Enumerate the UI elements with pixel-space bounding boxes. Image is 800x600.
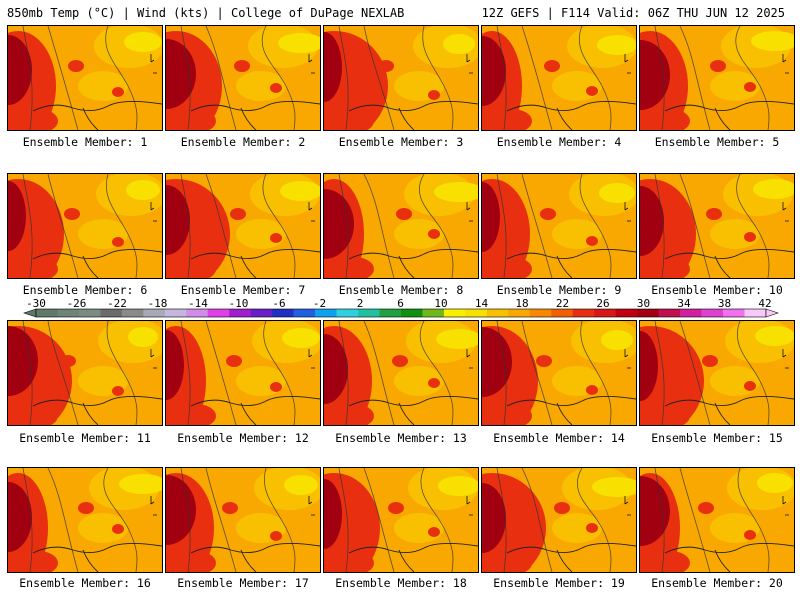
colorbar-tick-label: 6 — [397, 297, 404, 310]
colorbar-bar — [23, 308, 779, 318]
colorbar-swatch — [701, 309, 724, 317]
colorbar-swatch — [293, 309, 316, 317]
colorbar-swatch — [508, 309, 531, 317]
ensemble-member-map — [639, 320, 795, 426]
colorbar-tick-label: -10 — [228, 297, 249, 310]
ensemble-member-map — [639, 467, 795, 573]
colorbar-swatch — [443, 309, 466, 317]
ensemble-member-label: Ensemble Member: 1 — [22, 135, 148, 149]
ensemble-member-map — [639, 173, 795, 279]
ensemble-member-map — [165, 25, 321, 131]
ensemble-member-label: Ensemble Member: 13 — [335, 431, 467, 445]
ensemble-member-label: Ensemble Member: 17 — [177, 576, 309, 590]
colorbar-swatch — [358, 309, 380, 317]
colorbar-tick-label: -2 — [312, 297, 327, 310]
colorbar-tick-label: 38 — [717, 297, 732, 310]
ensemble-member-label: Ensemble Member: 4 — [496, 135, 622, 149]
ensemble-member-map — [481, 25, 637, 131]
ensemble-member-map — [323, 320, 479, 426]
colorbar-tick-label: -26 — [66, 297, 87, 310]
colorbar-swatch — [529, 309, 552, 317]
colorbar-tick-label: -30 — [26, 297, 46, 310]
colorbar-swatch — [379, 309, 402, 317]
ensemble-member-label: Ensemble Member: 9 — [496, 283, 622, 297]
colorbar-swatch — [186, 309, 209, 317]
colorbar-swatch — [680, 309, 702, 317]
colorbar-swatch — [551, 309, 574, 317]
colorbar-tick-label: -14 — [188, 297, 208, 310]
temperature-colorbar: -30 -26 -22 -18 -14 -10 -6 -2 2 6 10 14 18 22 26 30 34 38… — [0, 297, 800, 321]
colorbar-right-arrow — [765, 308, 779, 318]
ensemble-member-label: Ensemble Member: 8 — [338, 283, 464, 297]
colorbar-swatch — [143, 309, 166, 317]
ensemble-member-map — [7, 25, 163, 131]
ensemble-member-map — [7, 320, 163, 426]
ensemble-member-map — [481, 467, 637, 573]
ensemble-member-label: Ensemble Member: 7 — [180, 283, 306, 297]
colorbar-swatch — [594, 309, 617, 317]
colorbar-swatch — [121, 309, 144, 317]
ensemble-member-label: Ensemble Member: 12 — [177, 431, 309, 445]
colorbar-tick-label: 30 — [636, 297, 651, 310]
colorbar-left-arrow — [23, 308, 37, 318]
header-title: 850mb Temp (°C) | Wind (kts) | College o… — [7, 6, 405, 20]
ensemble-member-map — [165, 320, 321, 426]
colorbar-swatch — [229, 309, 252, 317]
colorbar-tick-label: -18 — [147, 297, 168, 310]
ensemble-member-label: Ensemble Member: 10 — [651, 283, 783, 297]
colorbar-tick-label: -6 — [272, 297, 286, 310]
ensemble-member-label: Ensemble Member: 5 — [654, 135, 780, 149]
ensemble-member-map — [323, 467, 479, 573]
colorbar-swatch — [637, 309, 659, 317]
ensemble-member-label: Ensemble Member: 3 — [338, 135, 464, 149]
ensemble-member-map — [323, 173, 479, 279]
colorbar-swatch — [572, 309, 595, 317]
colorbar-swatch — [744, 309, 767, 317]
colorbar-swatch — [336, 309, 359, 317]
ensemble-member-label: Ensemble Member: 16 — [19, 576, 151, 590]
ensemble-member-map — [639, 25, 795, 131]
colorbar-tick-label: 18 — [515, 297, 529, 310]
colorbar-swatch — [164, 309, 187, 317]
ensemble-member-label: Ensemble Member: 19 — [493, 576, 625, 590]
ensemble-member-map — [7, 173, 163, 279]
colorbar-tick-label: 2 — [356, 297, 364, 310]
colorbar-swatch — [100, 309, 123, 317]
ensemble-member-map — [165, 467, 321, 573]
colorbar-swatch — [250, 309, 273, 317]
ensemble-member-label: Ensemble Member: 14 — [493, 431, 625, 445]
colorbar-swatch — [615, 309, 638, 317]
ensemble-member-map — [481, 173, 637, 279]
ensemble-member-map — [481, 320, 637, 426]
colorbar-tick-label: -22 — [107, 297, 127, 310]
colorbar-swatch — [465, 309, 488, 317]
colorbar-swatch — [723, 309, 745, 317]
colorbar-tick-label: 10 — [434, 297, 448, 310]
ensemble-member-label: Ensemble Member: 2 — [180, 135, 306, 149]
colorbar-swatch — [486, 309, 509, 317]
ensemble-member-label: Ensemble Member: 18 — [335, 576, 467, 590]
colorbar-swatch — [207, 309, 230, 317]
ensemble-member-label: Ensemble Member: 11 — [19, 431, 151, 445]
colorbar-swatch — [272, 309, 294, 317]
colorbar-tick-label: 22 — [555, 297, 570, 310]
ensemble-member-map — [165, 173, 321, 279]
colorbar-swatch — [658, 309, 681, 317]
colorbar-swatch — [78, 309, 101, 317]
colorbar-tick-label: 14 — [474, 297, 489, 310]
ensemble-member-map — [323, 25, 479, 131]
colorbar-swatch — [422, 309, 445, 317]
ensemble-member-label: Ensemble Member: 20 — [651, 576, 783, 590]
colorbar-swatch — [315, 309, 337, 317]
colorbar-swatch — [401, 309, 423, 317]
colorbar-tick-label: 26 — [596, 297, 610, 310]
colorbar-tick-label: 42 — [758, 297, 772, 310]
colorbar-tick-label: 34 — [677, 297, 691, 310]
colorbar-swatch — [57, 309, 80, 317]
ensemble-member-label: Ensemble Member: 15 — [651, 431, 783, 445]
ensemble-member-map — [7, 467, 163, 573]
colorbar-swatch — [36, 309, 58, 317]
ensemble-member-label: Ensemble Member: 6 — [22, 283, 148, 297]
header-run-info: 12Z GEFS | F114 Valid: 06Z THU JUN 12 20… — [481, 6, 785, 20]
